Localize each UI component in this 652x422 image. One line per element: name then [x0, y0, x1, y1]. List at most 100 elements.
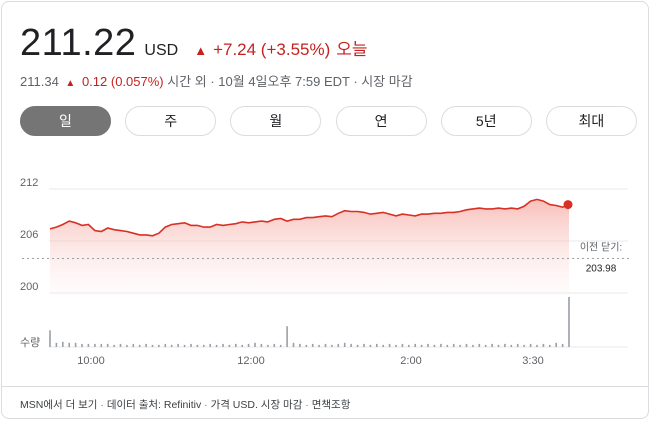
volume-bar [74, 342, 77, 347]
x-tick-label: 12:00 [237, 355, 265, 367]
volume-bar [138, 344, 141, 347]
period-label: 오늘 [336, 40, 368, 59]
previous-close-label: 이전 닫기: [580, 242, 622, 254]
volume-bar [568, 297, 570, 347]
volume-bar [286, 326, 288, 347]
volume-bar [81, 343, 83, 347]
volume-bar [119, 343, 122, 347]
volume-label: 수량 [20, 336, 40, 349]
volume-bars [49, 297, 570, 347]
tab-max[interactable]: 최대 [545, 106, 637, 136]
volume-bar [427, 343, 429, 347]
volume-bar [523, 344, 525, 347]
volume-bar [433, 344, 436, 347]
y-tick-label: 212 [20, 177, 38, 189]
tab-year[interactable]: 연 [335, 106, 427, 136]
y-tick-label: 200 [20, 281, 38, 293]
volume-bar [350, 343, 352, 347]
volume-bar [228, 344, 231, 347]
volume-bar [561, 343, 564, 347]
price-info: 가격 USD. 시장 마감 [210, 399, 303, 411]
volume-bar [491, 343, 493, 347]
volume-bar [190, 343, 192, 347]
last-price-dot [563, 200, 573, 210]
separator: · [100, 399, 107, 411]
volume-bar [170, 344, 173, 347]
separator: · [204, 399, 211, 411]
volume-bar [343, 342, 346, 347]
tab-month[interactable]: 월 [230, 106, 322, 136]
volume-bar [235, 343, 237, 347]
volume-bar [440, 343, 442, 347]
volume-bar [164, 343, 167, 347]
volume-bar [497, 344, 500, 347]
volume-bar [388, 343, 391, 347]
volume-bar [459, 344, 461, 347]
volume-bar [536, 344, 538, 347]
volume-bar [331, 344, 333, 347]
x-tick-label: 10:00 [77, 355, 105, 367]
volume-bar [113, 344, 115, 347]
volume-bar [177, 343, 179, 347]
volume-bar [158, 344, 160, 347]
volume-bar [241, 344, 243, 347]
volume-bar [145, 343, 147, 347]
previous-close-value: 203.98 [586, 264, 617, 275]
up-triangle-icon: ▲ [194, 43, 208, 58]
footer: MSN에서 더 보기 · 데이터 출처: Refinitiv · 가격 USD.… [20, 397, 350, 412]
volume-bar [132, 343, 135, 347]
volume-bar [408, 344, 410, 347]
volume-bar [126, 344, 128, 347]
price-line [49, 198, 570, 237]
volume-bar [279, 344, 282, 347]
volume-bar [542, 343, 545, 347]
volume-bar [151, 344, 154, 347]
volume-bar [337, 343, 340, 347]
after-hours-price: 211.34 [20, 74, 59, 89]
x-axis-ticks: 10:00 12:00 2:00 3:30 [77, 355, 543, 367]
volume-bar [395, 344, 397, 347]
volume-bar [516, 343, 519, 347]
volume-bar [356, 344, 359, 347]
tab-week[interactable]: 주 [125, 106, 217, 136]
volume-bar [247, 343, 250, 347]
volume-bar [292, 342, 295, 347]
more-on-msn-link[interactable]: MSN에서 더 보기 [20, 399, 98, 411]
volume-bar [376, 343, 378, 347]
footer-divider [2, 386, 648, 387]
volume-bar [382, 344, 384, 347]
range-tabs: 일 주 월 연 5년 최대 [20, 106, 637, 138]
tab-5year[interactable]: 5년 [440, 106, 532, 136]
volume-bar [401, 343, 404, 347]
volume-bar [311, 343, 314, 347]
volume-bar [318, 344, 320, 347]
volume-bar [484, 344, 487, 347]
volume-bar [369, 344, 372, 347]
volume-bar [49, 330, 51, 347]
volume-bar [209, 343, 211, 347]
volume-bar [452, 343, 455, 347]
volume-bar [68, 342, 70, 347]
volume-bar [465, 343, 468, 347]
volume-bar [273, 343, 276, 347]
volume-bar [472, 344, 474, 347]
after-hours-row: 211.34 ▲ 0.12 (0.057%) 시간 외 · 10월 4일오후 7… [20, 71, 413, 90]
x-tick-label: 3:30 [522, 355, 543, 367]
volume-bar [529, 343, 532, 347]
up-triangle-icon: ▲ [65, 78, 76, 89]
current-price: 211.22 [20, 22, 137, 64]
volume-bar [414, 343, 416, 347]
disclaimer-link[interactable]: 면책조항 [311, 399, 351, 411]
volume-bar [100, 343, 103, 347]
tab-day[interactable]: 일 [20, 106, 111, 136]
volume-bar [203, 344, 205, 347]
currency-label: USD [144, 42, 179, 59]
volume-bar [87, 343, 90, 347]
volume-bar [363, 343, 365, 347]
y-axis-ticks: 212 206 200 [20, 177, 38, 293]
volume-bar [299, 343, 301, 347]
volume-bar [305, 344, 308, 347]
price-area [50, 199, 569, 293]
price-chart[interactable]: 212 206 200 이전 닫기: 203.98 수량 10:00 12:00 2:0… [2, 162, 649, 382]
